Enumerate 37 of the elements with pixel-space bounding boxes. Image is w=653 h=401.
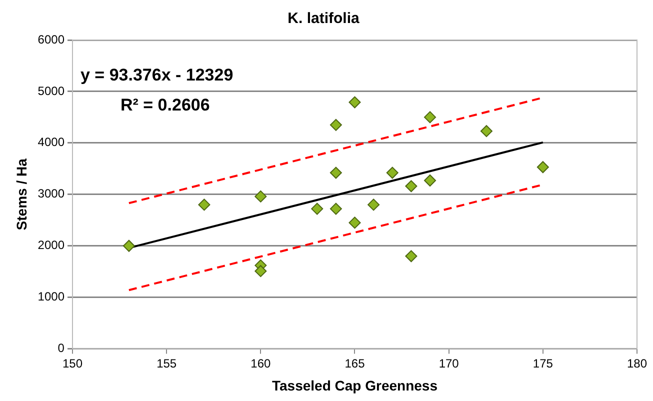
point xyxy=(368,198,380,211)
x-tick-label: 155 xyxy=(156,356,177,370)
y-tick-label: 0 xyxy=(58,341,65,356)
y-axis-title: Stems / Ha xyxy=(13,158,30,230)
x-tick-label: 180 xyxy=(626,356,648,370)
y-tick-label: 6000 xyxy=(38,32,65,46)
y-tick-label: 4000 xyxy=(38,135,65,150)
x-tick-label: 165 xyxy=(344,356,366,370)
y-tick-label: 2000 xyxy=(38,238,65,252)
point xyxy=(254,265,267,278)
x-tick-label: 170 xyxy=(438,356,460,370)
point xyxy=(405,180,418,192)
x-tick-label: 175 xyxy=(532,356,554,370)
chart-title: K. latifolia xyxy=(288,10,360,28)
point xyxy=(311,202,324,215)
point xyxy=(386,166,398,179)
annotation: y = 93.376x - 12329 xyxy=(80,66,234,85)
point xyxy=(480,125,492,138)
point xyxy=(348,216,361,229)
point xyxy=(405,250,418,262)
point xyxy=(122,240,135,252)
y-tick-label: 5000 xyxy=(38,84,65,98)
x-tick-label: 160 xyxy=(250,356,271,370)
point xyxy=(198,198,210,211)
point xyxy=(424,174,436,187)
point xyxy=(330,166,342,179)
point xyxy=(330,202,342,215)
point xyxy=(348,96,361,108)
point xyxy=(536,161,549,174)
point xyxy=(424,111,436,124)
point xyxy=(330,118,342,131)
y-tick-label: 3000 xyxy=(38,186,65,201)
point xyxy=(254,190,267,202)
annotation: R² = 0.2606 xyxy=(120,96,210,115)
y-tick-label: 1000 xyxy=(38,290,65,304)
x-tick-label: 150 xyxy=(62,356,83,370)
x-axis-title: Tasseled Cap Greenness xyxy=(272,377,438,394)
